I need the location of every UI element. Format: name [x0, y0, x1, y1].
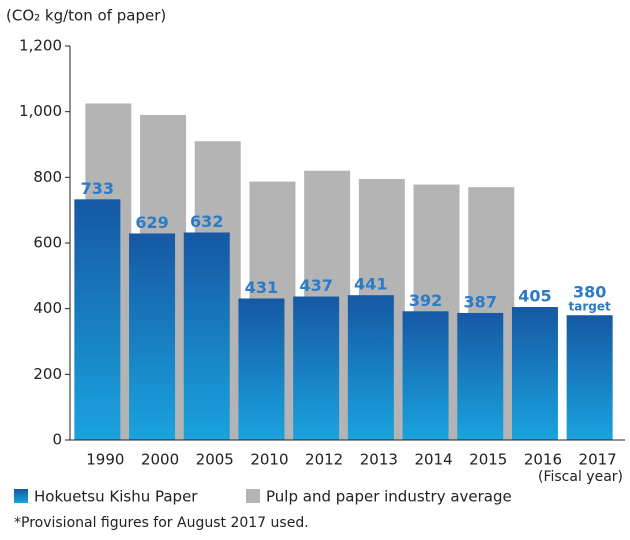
footnote: *Provisional figures for August 2017 use… — [14, 515, 309, 531]
x-axis-label: (Fiscal year) — [538, 469, 623, 485]
annotation: target — [569, 300, 611, 314]
y-tick-label: 1,000 — [19, 102, 62, 120]
x-tick-label: 2000 — [141, 451, 179, 469]
bar — [238, 298, 285, 440]
x-tick-label: 2010 — [250, 451, 288, 469]
y-axis-label: (CO₂ kg/ton of paper) — [6, 7, 166, 25]
bar — [293, 296, 340, 440]
bar — [511, 307, 558, 440]
x-tick-label: 2012 — [305, 451, 343, 469]
legend-swatch — [14, 489, 28, 503]
y-tick-label: 600 — [33, 234, 62, 252]
value-label: 733 — [81, 179, 114, 198]
legend-swatch — [246, 489, 260, 503]
y-tick-label: 400 — [33, 299, 62, 317]
x-tick-label: 2014 — [414, 451, 452, 469]
bar — [402, 311, 449, 440]
bar — [183, 232, 230, 440]
x-tick-label: 2005 — [196, 451, 234, 469]
x-tick-label: 1990 — [86, 451, 124, 469]
value-label: 632 — [190, 212, 223, 231]
x-tick-label: 2013 — [360, 451, 398, 469]
value-label: 441 — [354, 275, 387, 294]
y-tick-label: 1,200 — [19, 37, 62, 55]
bar — [347, 295, 394, 440]
value-label: 387 — [464, 292, 497, 311]
value-label: 431 — [245, 278, 278, 297]
bar — [74, 199, 121, 440]
x-tick-label: 2017 — [579, 451, 617, 469]
legend-label: Pulp and paper industry average — [266, 488, 512, 506]
y-tick-label: 0 — [52, 431, 62, 449]
value-label: 629 — [135, 213, 168, 232]
bar — [457, 312, 504, 440]
value-label: 405 — [518, 287, 551, 306]
x-tick-label: 2015 — [469, 451, 507, 469]
value-label: 437 — [299, 276, 332, 295]
y-tick-label: 800 — [33, 168, 62, 186]
value-label: 380 — [573, 283, 606, 302]
x-tick-label: 2016 — [524, 451, 562, 469]
bar — [129, 233, 176, 440]
legend-label: Hokuetsu Kishu Paper — [34, 488, 198, 506]
bar — [566, 315, 613, 440]
y-tick-label: 200 — [33, 365, 62, 383]
value-label: 392 — [409, 291, 442, 310]
